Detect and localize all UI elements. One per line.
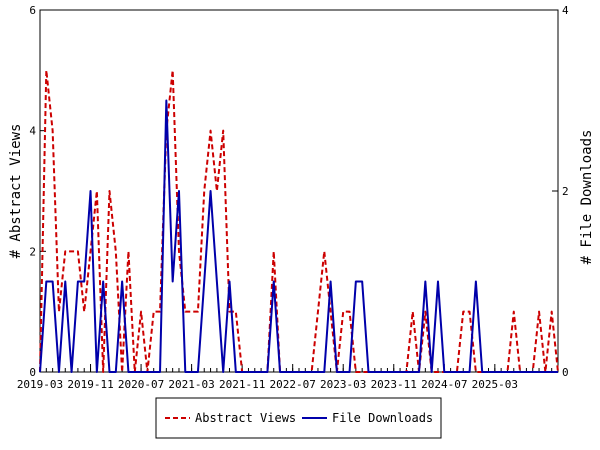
- x-tick-label: 2022-07: [270, 378, 316, 391]
- x-tick-label: 2023-11: [371, 378, 417, 391]
- legend-label-abstract-views: Abstract Views: [195, 411, 296, 425]
- plot-frame: [39, 9, 559, 373]
- y-axis-left-title: # Abstract Views: [8, 124, 24, 259]
- y-right-tick-label: 0: [562, 366, 569, 379]
- y-left-tick-label: 4: [29, 125, 36, 138]
- y-left-tick-label: 0: [29, 366, 36, 379]
- legend: Abstract Views File Downloads: [155, 397, 442, 439]
- y-axis-right-title: # File Downloads: [579, 130, 595, 265]
- x-tick-label: 2020-07: [118, 378, 164, 391]
- legend-box: [155, 397, 442, 439]
- y-right-tick-label: 2: [562, 185, 569, 198]
- y-left-tick-label: 6: [29, 4, 36, 17]
- x-tick-label: 2019-03: [17, 378, 63, 391]
- x-tick-label: 2025-03: [472, 378, 518, 391]
- legend-label-file-downloads: File Downloads: [332, 411, 433, 425]
- series-layer: [39, 69, 559, 373]
- x-tick-label: 2021-03: [168, 378, 214, 391]
- y-right-tick-label: 4: [562, 4, 569, 17]
- x-tick-label: 2021-11: [219, 378, 265, 391]
- y-left-tick-label: 2: [29, 245, 36, 258]
- series-line-file-downloads: [39, 99, 558, 373]
- axis-ticks: [39, 9, 559, 373]
- x-tick-label: 2024-07: [421, 378, 467, 391]
- x-tick-label: 2019-11: [67, 378, 113, 391]
- tick-labels: 2019-03 2019-11 2020-07 2021-03 2021-11 2022-…: [17, 4, 569, 391]
- series-line-abstract-views: [39, 69, 559, 373]
- x-tick-label: 2023-03: [320, 378, 366, 391]
